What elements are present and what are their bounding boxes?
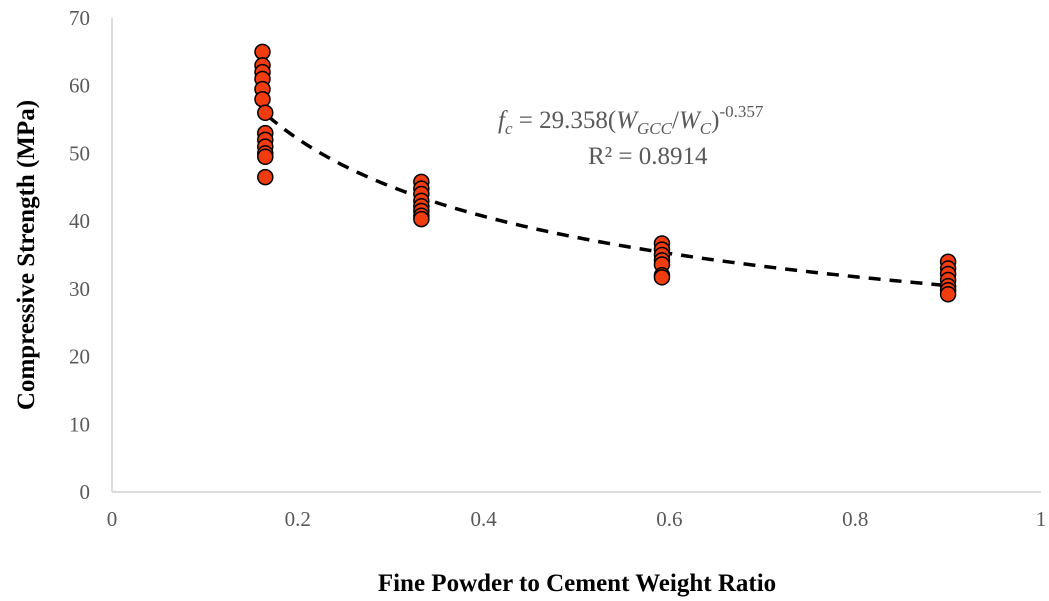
y-tick-labels: 0 10 20 30 40 50 60 70 [69, 6, 90, 504]
eq-rhs-suffix: ) [711, 107, 719, 134]
eq-exponent: -0.357 [719, 102, 763, 121]
data-point [939, 286, 957, 303]
data-point [413, 210, 430, 228]
x-tick-label: 0 [107, 507, 118, 531]
eq-slash: / [672, 107, 679, 134]
y-tick-label: 10 [69, 412, 90, 436]
y-tick-label: 50 [69, 141, 90, 165]
eq-w2-main: W [679, 107, 702, 134]
x-tick-label: 0.2 [285, 507, 311, 531]
y-tick-label: 70 [69, 6, 90, 30]
data-point [257, 104, 274, 122]
x-axis-title: Fine Powder to Cement Weight Ratio [378, 570, 776, 597]
y-tick-label: 20 [69, 345, 90, 369]
x-tick-label: 0.6 [656, 507, 682, 531]
x-tick-label: 0.8 [842, 507, 868, 531]
axes [111, 18, 1041, 493]
data-point [257, 168, 274, 186]
data-point [653, 269, 671, 286]
power-trendline [266, 114, 949, 288]
eq-lhs-main: f [498, 107, 508, 134]
x-tick-label: 1 [1036, 507, 1047, 531]
eq-rhs-prefix: = 29.358( [513, 107, 617, 134]
y-tick-label: 30 [69, 277, 90, 301]
eq-w1-sub: GCC [637, 119, 673, 138]
y-tick-label: 40 [69, 209, 90, 233]
eq-w1-main: W [616, 107, 639, 134]
y-tick-label: 60 [69, 74, 90, 98]
y-axis-title: Compressive Strength (MPa) [13, 100, 40, 410]
eq-lhs-sub: c [505, 119, 513, 138]
trendline-equation: fc = 29.358(WGCC/WC)-0.357 [498, 102, 764, 138]
y-tick-label: 0 [80, 480, 91, 504]
data-points [254, 43, 957, 303]
data-point [257, 148, 274, 166]
r-squared-label: R² = 0.8914 [588, 143, 708, 170]
x-tick-label: 0.4 [470, 507, 497, 531]
data-point [254, 91, 271, 108]
x-tick-labels: 0 0.2 0.4 0.6 0.8 1 [107, 507, 1047, 531]
data-point [254, 43, 271, 61]
eq-w2-sub: C [700, 119, 712, 138]
